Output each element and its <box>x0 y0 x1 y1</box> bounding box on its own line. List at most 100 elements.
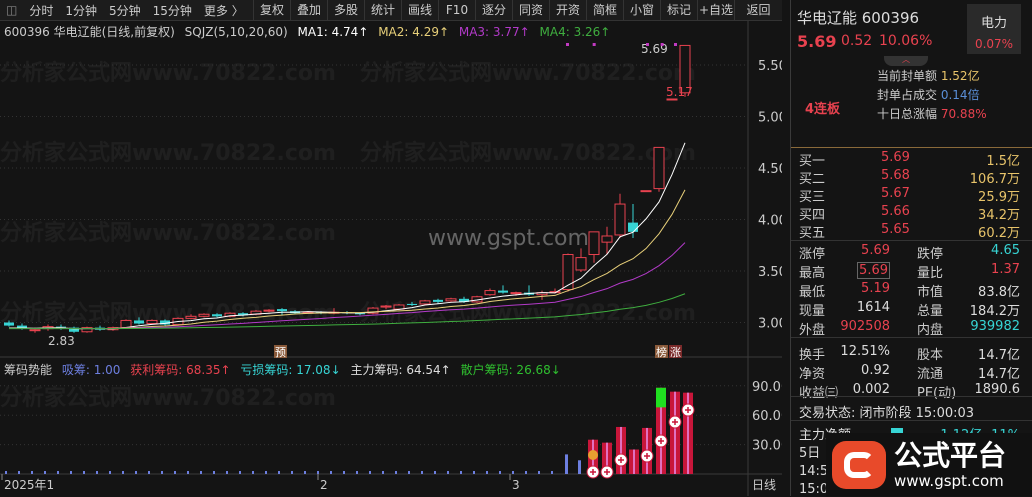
toolbar-button[interactable]: 复权 <box>253 0 290 21</box>
stat-label: 净资 <box>799 367 826 382</box>
sub-tick-bar <box>395 471 397 474</box>
sub-tick-bar <box>161 471 163 474</box>
candle <box>407 301 417 307</box>
sub-tick-bar <box>447 471 449 474</box>
bid-price: 5.65 <box>881 222 910 237</box>
ten-day-value: 70.88% <box>940 107 987 121</box>
sub-value: 吸筹: 1.00 <box>61 363 121 377</box>
candle <box>4 320 14 327</box>
kline-chart[interactable]: 5.50 5.00 4.50 4.00 3.50 3.00 2025年1 2 3 日线 5.69 5.… <box>0 0 782 496</box>
stat-label: 股本 <box>917 348 944 363</box>
period-tab[interactable]: 15分钟 <box>152 3 192 18</box>
marker-badge <box>274 345 287 358</box>
panel-toggle-icon[interactable]: ◫ <box>6 3 18 17</box>
collapse-icon[interactable]: ︿ <box>884 56 928 66</box>
ratio-label: 封单占成交 <box>877 88 938 102</box>
candle-body <box>160 320 170 325</box>
candle <box>69 326 79 333</box>
stat-value: 1614 <box>856 300 890 315</box>
sub-tick-bar <box>486 471 488 474</box>
y-tick-label: 5.50 <box>758 59 782 74</box>
toolbar-button[interactable]: 逐分 <box>475 0 512 21</box>
indicator-name[interactable]: SQJZ(5,10,20,60) <box>184 25 288 39</box>
level-label: 买五 <box>799 226 826 241</box>
five-day-label: 5日 <box>799 446 821 461</box>
x-tick-label: 2 <box>320 478 328 492</box>
toolbar-button[interactable]: 多股 <box>327 0 364 21</box>
sub-tick-bar <box>5 471 7 474</box>
level-label: 买二 <box>799 172 826 187</box>
toolbar-button[interactable]: 返回 <box>734 0 782 21</box>
sub-indicator-name[interactable]: 筹码势能 <box>4 363 53 377</box>
more-periods[interactable]: 更多 〉 <box>203 3 244 18</box>
ma3-value: MA3: 3.77↑ <box>458 25 530 39</box>
stat-label: 最高 <box>799 266 826 281</box>
candle <box>614 193 626 239</box>
toolbar-button[interactable]: 叠加 <box>290 0 327 21</box>
sub-tick-bar <box>135 471 137 474</box>
sub-tick-bar <box>460 471 462 474</box>
toolbar-button[interactable]: +自选 <box>697 0 734 21</box>
bid-volume: 60.2万 <box>978 226 1020 241</box>
sub-legend: 筹码势能 吸筹: 1.00 获利筹码: 68.35↑ 亏损筹码: 17.08↓ … <box>4 361 567 378</box>
level-label: 买三 <box>799 190 826 205</box>
stat-row: 最高 5.69 量比 1.37 <box>799 262 1020 281</box>
signal-dot <box>660 43 664 46</box>
sub-bar-core <box>660 387 662 474</box>
period-tab[interactable]: 1分钟 <box>65 3 97 18</box>
candle-body <box>56 326 66 328</box>
sub-tick-bar <box>356 471 358 474</box>
toolbar-button[interactable]: 统计 <box>364 0 401 21</box>
toolbar-button[interactable]: 简框 <box>586 0 623 21</box>
y-tick-label: 3.50 <box>758 265 782 280</box>
stat-row: 净资 0.92 流通 14.7亿 <box>799 363 1020 382</box>
tick-time: 14:5 <box>799 464 829 479</box>
stat-label: 总量 <box>917 304 944 319</box>
sector-box[interactable]: 电力 0.07% <box>967 4 1021 54</box>
stat-label: 跌停 <box>917 247 944 262</box>
stat-value: 83.8亿 <box>978 285 1020 300</box>
candle-body <box>640 190 652 193</box>
plus-icon-glyph <box>672 419 678 425</box>
toolbar-button[interactable]: 小窗 <box>623 0 660 21</box>
order-book-row: 买一 5.69 1.5亿 <box>799 150 1020 169</box>
candle-body <box>263 309 275 312</box>
period-tab[interactable]: 分时 <box>29 3 54 18</box>
sub-tick-bar <box>252 471 254 474</box>
candle <box>562 253 574 292</box>
stat-value: 0.92 <box>861 363 890 378</box>
ma2-value: MA2: 4.29↑ <box>378 25 450 39</box>
sub-tick-bar <box>304 471 306 474</box>
toolbar-button[interactable]: 同资 <box>512 0 549 21</box>
toolbar-button[interactable]: 开资 <box>549 0 586 21</box>
candle <box>134 317 144 325</box>
toolbar-button[interactable]: F10 <box>438 0 475 21</box>
candle-body <box>17 325 27 329</box>
candle-body <box>146 319 158 325</box>
candle-body <box>29 329 41 332</box>
sub-tick-bar <box>278 471 280 474</box>
sub-tick-bar <box>408 471 410 474</box>
sub-y-tick-label: 30.00 <box>752 439 782 454</box>
chart-legend: 600396 华电辽能(日线,前复权) SQJZ(5,10,20,60) MA1… <box>4 23 616 40</box>
sub-tick-bar <box>499 471 501 474</box>
stat-label: 收益㈢ <box>799 386 839 401</box>
sub-tick-bar <box>473 471 475 474</box>
sub-tick-bar <box>239 471 241 474</box>
toolbar-button[interactable]: 标记 <box>660 0 697 21</box>
toolbar-button[interactable]: 画线 <box>401 0 438 21</box>
candle <box>640 190 652 193</box>
ma4-line <box>8 293 686 330</box>
candle-body <box>575 257 587 271</box>
bid-price: 5.68 <box>881 168 910 183</box>
streak-badge: 4连板 <box>805 102 841 117</box>
candle-body <box>134 320 144 324</box>
candle-body <box>212 314 222 317</box>
logo-title: 公式平台 <box>894 438 1007 472</box>
period-tab[interactable]: 5分钟 <box>109 3 141 18</box>
sub-bar-core <box>633 449 635 474</box>
candle <box>81 326 93 333</box>
sub-tick-bar <box>226 471 228 474</box>
plus-icon-glyph <box>685 407 691 413</box>
plus-icon-glyph <box>618 457 624 463</box>
